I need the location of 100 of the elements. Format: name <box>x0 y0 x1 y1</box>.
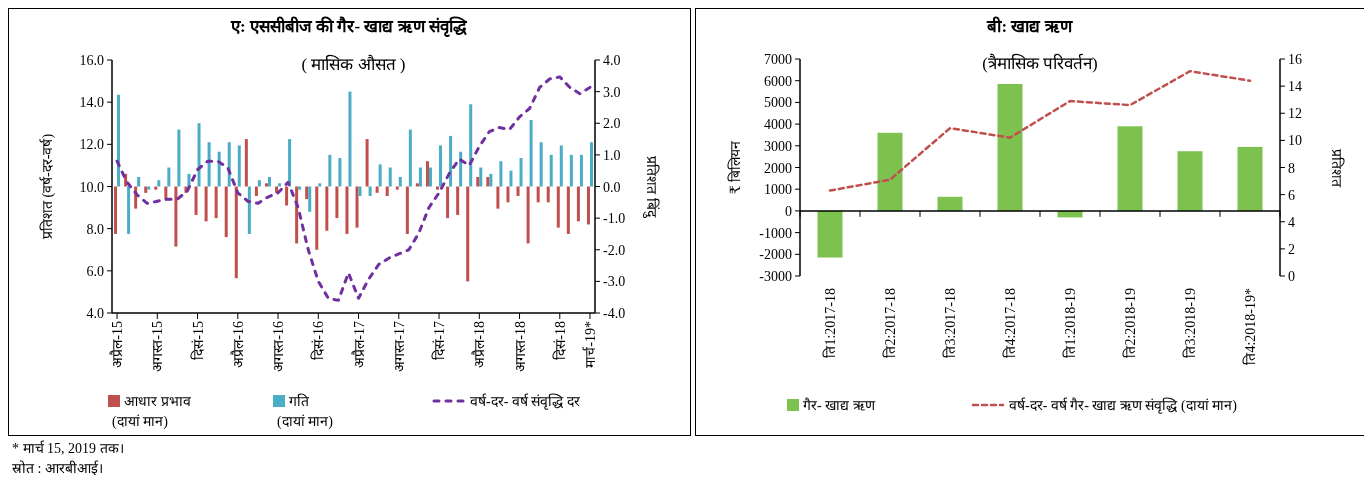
y2-tick-label: 10 <box>1288 133 1302 149</box>
bar <box>576 186 580 222</box>
x-tick-label: दिसं-18 <box>551 321 568 360</box>
x-tick-label: ति3:2018-19 <box>1182 288 1198 358</box>
bar <box>127 186 131 234</box>
x-tick-label: अप्रैल-17 <box>350 321 367 368</box>
bar <box>348 91 352 187</box>
bar <box>368 186 372 196</box>
y-tick-label: -2000 <box>759 247 792 263</box>
y-tick-label: 6000 <box>764 73 792 89</box>
y2-tick-label: 8 <box>1288 160 1295 176</box>
bar <box>589 142 593 187</box>
bar <box>526 186 530 244</box>
bar <box>385 186 389 196</box>
y2-tick-label: 0.0 <box>603 179 621 195</box>
y-tick-label: 12.0 <box>79 137 104 153</box>
bar <box>358 186 362 196</box>
bar <box>486 177 490 187</box>
bar <box>1237 146 1263 211</box>
bar <box>436 186 440 190</box>
bar <box>496 186 500 209</box>
legend-label: आधार प्रभाव (दायां मान) <box>112 394 191 430</box>
text: * मार्च 15, 2019 तक। <box>12 440 124 456</box>
y-tick-label: 3000 <box>764 138 792 154</box>
y-tick-label: -1000 <box>759 225 792 241</box>
y-tick-label: 1000 <box>764 182 792 198</box>
bar <box>298 186 302 190</box>
bar <box>328 154 332 187</box>
bar <box>325 186 329 231</box>
bar <box>264 183 268 187</box>
y-tick-label: 2000 <box>764 160 792 176</box>
bar <box>539 142 543 187</box>
bar <box>1177 151 1203 211</box>
y2-tick-label: 6 <box>1288 187 1295 203</box>
bar <box>257 180 261 187</box>
x-tick-label: अगस्त-18 <box>512 321 528 372</box>
y2-tick-label: -3.0 <box>603 274 626 290</box>
bar <box>566 186 570 234</box>
bar <box>439 145 443 187</box>
legend-label: गति (दायां मान) <box>277 393 334 430</box>
bar <box>244 139 248 187</box>
bar <box>114 186 118 234</box>
x-tick-label: ति2:2018-19 <box>1122 288 1138 358</box>
bar <box>237 145 241 187</box>
y-tick-label: 0 <box>785 203 792 219</box>
bar <box>405 186 409 234</box>
bar <box>207 142 211 187</box>
y2-tick-label: 4.0 <box>603 53 621 68</box>
bar <box>1117 126 1143 211</box>
x-tick-label: ति3:2017-18 <box>942 288 958 358</box>
bar <box>536 186 540 203</box>
bar <box>509 170 513 187</box>
x-tick-label: दिसं-16 <box>310 321 327 360</box>
bar <box>254 186 258 196</box>
bar <box>204 186 208 222</box>
bar <box>506 186 510 203</box>
chart-subtitle: ( मासिक औसत ) <box>301 54 406 74</box>
chart-subtitle: (त्रैमासिक परिवर्तन) <box>982 53 1098 73</box>
bar <box>476 177 480 187</box>
line-series <box>115 75 592 302</box>
y-tick-label: 5000 <box>764 95 792 111</box>
bar <box>428 167 432 187</box>
bar <box>579 154 583 187</box>
bar <box>288 139 292 187</box>
y-tick-label: 4000 <box>764 117 792 133</box>
y2-tick-label: 14 <box>1288 79 1302 95</box>
bar <box>318 183 322 187</box>
bar <box>456 186 460 215</box>
bar <box>278 183 282 187</box>
bar <box>559 145 563 187</box>
y2-tick-label: 2.0 <box>603 116 621 132</box>
bar <box>335 186 339 219</box>
x-tick-label: ति4:2018-19* <box>1242 288 1258 365</box>
bar <box>449 135 453 187</box>
y-axis-title: प्रतिशत (वर्ष-दर-वर्ष) <box>39 133 56 240</box>
x-tick-label: अप्रैल-16 <box>229 321 246 368</box>
bar <box>937 196 963 211</box>
bar <box>137 177 141 187</box>
bar <box>469 104 473 187</box>
x-tick-label: ति2:2017-18 <box>882 288 898 358</box>
y2-tick-label: 12 <box>1288 106 1302 122</box>
bar <box>355 186 359 228</box>
bar <box>305 186 309 200</box>
y2-tick-label: -2.0 <box>603 242 626 258</box>
bar <box>395 186 399 190</box>
x-tick-label: ति4:2017-18 <box>1002 288 1018 358</box>
bar <box>817 210 843 258</box>
y-axis-title: ₹ बिलियन <box>727 140 743 195</box>
bar <box>529 120 533 187</box>
bar <box>997 83 1023 211</box>
bar <box>408 129 412 187</box>
x-tick-label: दिसं-15 <box>189 321 206 360</box>
y2-tick-label: 4 <box>1288 214 1295 230</box>
bar <box>167 167 171 187</box>
chart-title: ए: एससीबीज की गैर- खाद्य ऋण संवृद्धि <box>230 16 468 37</box>
bar <box>546 186 550 203</box>
bar <box>415 183 419 187</box>
bar <box>388 167 392 187</box>
y2-axis-title: प्रतिशत <box>1329 148 1345 188</box>
y2-tick-label: 2 <box>1288 241 1295 257</box>
